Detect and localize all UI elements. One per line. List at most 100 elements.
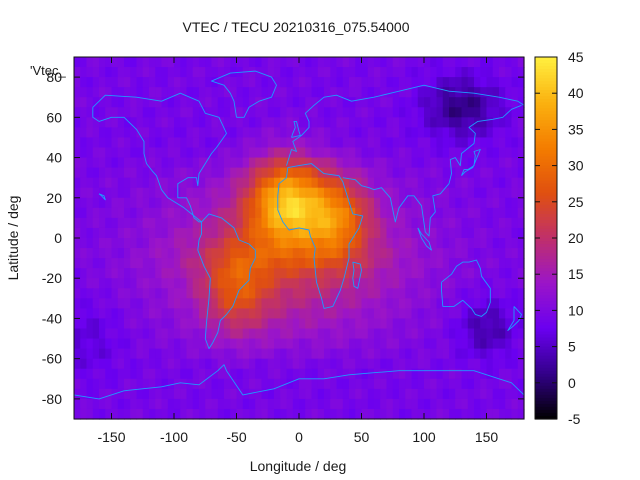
colorbar-segment — [535, 114, 557, 118]
heatmap-cell — [99, 77, 106, 88]
heatmap-cell — [155, 227, 163, 239]
heatmap-cell — [180, 368, 188, 380]
heatmap-cell — [199, 388, 206, 400]
heatmap-cell — [324, 408, 331, 420]
heatmap-cell — [149, 288, 156, 299]
heatmap-cell — [236, 107, 244, 118]
heatmap-cell — [80, 248, 88, 259]
heatmap-cell — [280, 368, 288, 380]
heatmap-cell — [380, 338, 388, 350]
heatmap-cell — [174, 157, 181, 169]
heatmap-cell — [324, 227, 331, 239]
heatmap-cell — [280, 157, 288, 169]
heatmap-cell — [292, 338, 300, 350]
heatmap-cell — [174, 87, 181, 98]
heatmap-cell — [205, 338, 213, 350]
colorbar-segment — [535, 99, 557, 103]
heatmap-cell — [86, 368, 94, 380]
heatmap-cell — [224, 167, 231, 179]
heatmap-cell — [242, 117, 250, 128]
heatmap-cell — [349, 57, 356, 68]
chart-title: VTEC / TECU 20210316_075.54000 — [182, 19, 409, 35]
heatmap-cell — [442, 117, 450, 128]
heatmap-cell — [124, 408, 131, 420]
heatmap-cell — [142, 288, 150, 299]
heatmap-cell — [305, 107, 313, 118]
heatmap-cell — [186, 278, 194, 289]
heatmap-cell — [386, 398, 394, 410]
heatmap-cell — [99, 137, 106, 149]
heatmap-cell — [192, 227, 200, 239]
heatmap-cell — [511, 197, 519, 209]
heatmap-cell — [99, 97, 106, 108]
heatmap-cell — [311, 137, 319, 149]
heatmap-cell — [486, 328, 494, 340]
heatmap-cell — [330, 248, 338, 259]
colorbar-segment — [535, 198, 557, 203]
heatmap-cell — [292, 278, 300, 289]
heatmap-cell — [486, 358, 494, 370]
heatmap-cell — [480, 328, 488, 340]
heatmap-cell — [474, 57, 481, 68]
heatmap-cell — [324, 268, 331, 279]
heatmap-cell — [392, 398, 400, 410]
colorbar-segment — [535, 364, 557, 369]
heatmap-cell — [174, 308, 181, 320]
heatmap-cell — [355, 318, 363, 330]
heatmap-cell — [511, 328, 519, 340]
heatmap-cell — [161, 378, 169, 390]
heatmap-cell — [274, 408, 281, 420]
heatmap-cell — [417, 117, 425, 128]
heatmap-cell — [199, 157, 206, 169]
heatmap-cell — [242, 288, 250, 299]
heatmap-cell — [324, 67, 331, 78]
heatmap-cell — [149, 258, 156, 269]
heatmap-cell — [255, 57, 263, 68]
heatmap-cell — [405, 107, 413, 118]
heatmap-cell — [155, 288, 163, 299]
heatmap-cell — [474, 328, 481, 340]
heatmap-cell — [399, 318, 406, 330]
heatmap-cell — [286, 177, 294, 189]
heatmap-cell — [474, 87, 481, 98]
heatmap-cell — [405, 278, 413, 289]
heatmap-cell — [155, 197, 163, 209]
heatmap-cell — [186, 217, 194, 229]
heatmap-cell — [424, 167, 431, 179]
heatmap-cell — [499, 227, 506, 239]
heatmap-cell — [367, 268, 375, 279]
heatmap-cell — [267, 177, 275, 189]
heatmap-cell — [336, 368, 344, 380]
heatmap-cell — [474, 268, 481, 279]
heatmap-cell — [424, 107, 431, 118]
heatmap-cell — [242, 338, 250, 350]
heatmap-cell — [92, 268, 100, 279]
heatmap-cell — [442, 408, 450, 420]
heatmap-cell — [167, 157, 175, 169]
heatmap-cell — [386, 258, 394, 269]
heatmap-cell — [142, 177, 150, 189]
heatmap-cell — [311, 77, 319, 88]
heatmap-cell — [261, 338, 269, 350]
colorbar-segment — [535, 66, 557, 70]
heatmap-cell — [474, 238, 481, 249]
heatmap-cell — [399, 207, 406, 219]
heatmap-cell — [242, 348, 250, 360]
heatmap-cell — [205, 87, 213, 98]
heatmap-cell — [86, 197, 94, 209]
heatmap-cell — [255, 328, 263, 340]
heatmap-cell — [517, 217, 525, 229]
heatmap-cell — [130, 318, 138, 330]
heatmap-cell — [430, 147, 438, 159]
heatmap-cell — [299, 378, 306, 390]
heatmap-cell — [155, 187, 163, 199]
heatmap-cell — [167, 328, 175, 340]
heatmap-cell — [205, 238, 213, 249]
heatmap-cell — [517, 57, 525, 68]
heatmap-cell — [305, 137, 313, 149]
heatmap-cell — [355, 348, 363, 360]
colorbar-segment — [535, 391, 557, 396]
heatmap-cell — [167, 167, 175, 179]
heatmap-cell — [474, 187, 481, 199]
heatmap-cell — [111, 238, 119, 249]
